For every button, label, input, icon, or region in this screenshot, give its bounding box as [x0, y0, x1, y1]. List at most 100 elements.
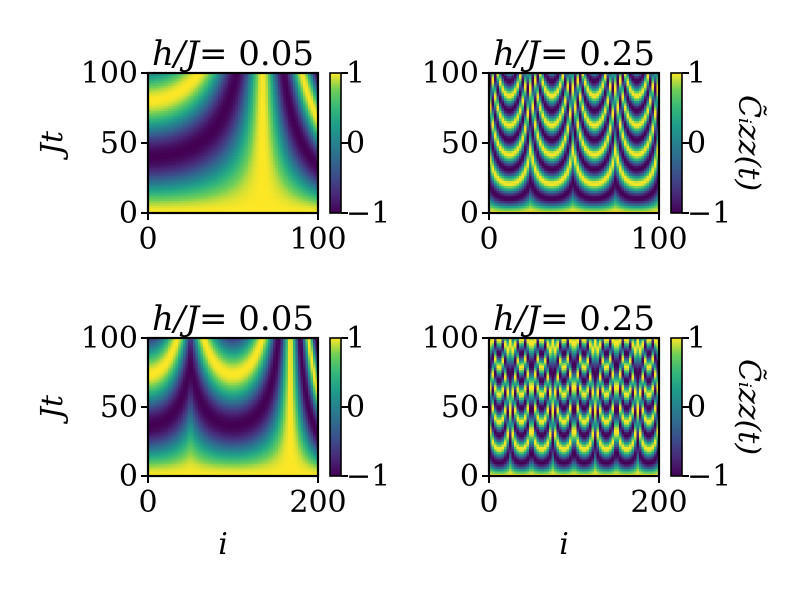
heatmap-cell [213, 205, 216, 209]
heatmap-cell [300, 83, 304, 86]
heatmap-cell [511, 140, 515, 144]
heatmap-cell [531, 88, 535, 91]
heatmap-cell [235, 125, 239, 129]
heatmap-cell [170, 98, 174, 101]
heatmap-cell [163, 135, 166, 139]
heatmap-cell [529, 203, 532, 206]
heatmap-cell [265, 153, 269, 156]
heatmap-cell [278, 168, 281, 171]
heatmap-cell [300, 143, 304, 146]
heatmap-cell [223, 88, 226, 91]
heatmap-cell [200, 125, 204, 129]
heatmap-cell [270, 123, 274, 126]
heatmap-cell [195, 95, 199, 99]
heatmap-cell [185, 88, 189, 91]
heatmap-cell [223, 170, 226, 174]
heatmap-cell [539, 103, 542, 106]
heatmap-cell [509, 175, 512, 179]
heatmap-cell [173, 88, 176, 91]
heatmap-cell [260, 95, 264, 99]
heatmap-cell [303, 190, 306, 194]
heatmap-cell [514, 83, 517, 86]
heatmap-cell [243, 173, 246, 176]
heatmap-cell [283, 95, 286, 99]
heatmap-cell [230, 120, 234, 124]
heatmap-cell [175, 183, 179, 186]
heatmap-cell [283, 83, 286, 86]
heatmap-cell [536, 83, 540, 86]
heatmap-cell [148, 120, 151, 124]
heatmap-cell [504, 100, 507, 104]
heatmap-cell [531, 163, 535, 166]
heatmap-cell [295, 140, 299, 144]
heatmap-cell [255, 153, 259, 156]
heatmap-cell [265, 133, 269, 136]
heatmap-cell [205, 98, 209, 101]
heatmap-cell [263, 153, 266, 156]
heatmap-cell [235, 115, 239, 119]
heatmap-cell [489, 175, 492, 179]
heatmap-cell [223, 85, 226, 89]
heatmap-cell [268, 80, 271, 84]
heatmap-cell [173, 188, 176, 191]
heatmap-cell [238, 198, 241, 201]
heatmap-cell [526, 110, 530, 114]
heatmap-cell [230, 200, 234, 204]
heatmap-cell [499, 203, 502, 206]
heatmap-cell [188, 170, 191, 174]
heatmap-cell [280, 135, 284, 139]
heatmap-cell [263, 83, 266, 86]
heatmap-cell [193, 115, 196, 119]
heatmap-cell [153, 73, 156, 76]
heatmap-cell [278, 203, 281, 206]
heatmap-cell [168, 98, 171, 101]
heatmap-cell [160, 190, 164, 194]
heatmap-cell [180, 198, 184, 201]
heatmap-cell [198, 205, 201, 209]
heatmap-cell [155, 75, 159, 79]
heatmap-cell [265, 88, 269, 91]
heatmap-cell [240, 140, 244, 144]
heatmap-cell [233, 145, 236, 149]
heatmap-cell [155, 115, 159, 119]
heatmap-cell [170, 178, 174, 181]
heatmap-cell [250, 110, 254, 114]
heatmap-cell [208, 193, 211, 196]
heatmap-cell [208, 208, 211, 211]
heatmap-cell [295, 138, 299, 141]
heatmap-cell [491, 135, 495, 139]
heatmap-cell [153, 143, 156, 146]
heatmap-cell [288, 208, 291, 211]
heatmap-cell [245, 148, 249, 151]
heatmap-cell [185, 128, 189, 131]
heatmap-cell [215, 188, 219, 191]
heatmap-cell [198, 83, 201, 86]
heatmap-cell [489, 90, 492, 94]
heatmap-cell [185, 140, 189, 144]
heatmap-cell [185, 158, 189, 161]
heatmap-cell [265, 93, 269, 96]
heatmap-cell [531, 175, 535, 179]
heatmap-cell [496, 75, 500, 79]
heatmap-cell [496, 195, 500, 199]
heatmap-cell [163, 160, 166, 164]
heatmap-cell [210, 83, 214, 86]
heatmap-cell [293, 120, 296, 124]
heatmap-cell [506, 78, 510, 81]
heatmap-cell [173, 168, 176, 171]
heatmap-cell [278, 165, 281, 169]
heatmap-cell [280, 103, 284, 106]
heatmap-cell [155, 168, 159, 171]
heatmap-cell [308, 178, 311, 181]
heatmap-cell [153, 158, 156, 161]
heatmap-cell [218, 113, 221, 116]
heatmap-cell [225, 100, 229, 104]
heatmap-cell [283, 93, 286, 96]
heatmap-cell [198, 145, 201, 149]
heatmap-cell [233, 185, 236, 189]
heatmap-cell [499, 80, 502, 84]
heatmap-cell [275, 118, 279, 121]
heatmap-cell [260, 88, 264, 91]
heatmap-cell [489, 83, 492, 86]
heatmap-cell [170, 165, 174, 169]
